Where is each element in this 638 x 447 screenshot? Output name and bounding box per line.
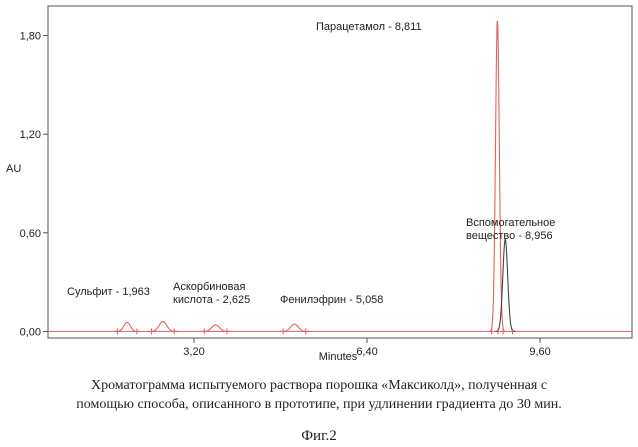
peak-label: Аскорбиновая (173, 281, 245, 293)
peak-1 (148, 322, 178, 332)
y-tick-label: 0,60 (20, 228, 41, 240)
x-axis-label: Minutes (319, 351, 358, 363)
peak-2 (200, 325, 230, 332)
figure-number: Фиг.2 (0, 428, 638, 445)
peak-label: Сульфит - 1,963 (67, 286, 150, 298)
x-tick-label: 9,60 (529, 346, 550, 358)
peak-0 (114, 322, 140, 331)
chromatogram-chart: 0,00 0,60 1,20 1,80 3,20 6,40 9,60 AU Minutes… (0, 0, 638, 375)
peak-3 (279, 324, 309, 331)
figure-caption-line-2: помощью способа, описанного в прототипе,… (0, 397, 638, 413)
peak-label: Вспомогательное (466, 217, 555, 229)
peak-label: вещество - 8,956 (466, 230, 553, 242)
y-tick-label: 1,20 (20, 129, 41, 141)
y-axis: 0,00 0,60 1,20 1,80 (20, 31, 48, 339)
x-axis: 3,20 6,40 9,60 (183, 338, 550, 358)
x-tick-label: 6,40 (356, 346, 377, 358)
peak-label: Фенилэфрин - 5,058 (280, 294, 383, 306)
x-tick-label: 3,20 (183, 346, 204, 358)
peak-5 (496, 239, 515, 331)
figure-caption-line-1: Хроматограмма испытуемого раствора порош… (0, 378, 638, 394)
peak-label: Парацетамол - 8,811 (316, 21, 422, 33)
y-tick-label: 0,00 (20, 326, 41, 338)
peak-label: кислота - 2,625 (173, 294, 250, 306)
peak-labels: Сульфит - 1,963 Аскорбиноваякислота - 2,6… (67, 21, 555, 306)
y-tick-label: 1,80 (20, 31, 41, 43)
y-axis-label: AU (6, 163, 21, 175)
